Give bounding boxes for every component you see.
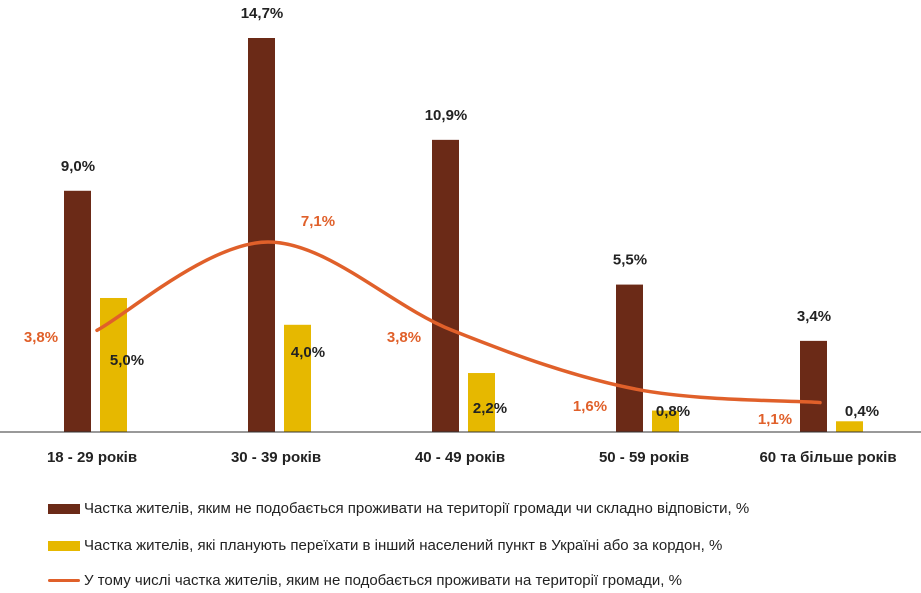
legend-label: У тому числі частка жителів, яким не под…: [84, 572, 682, 589]
data-label-move: 5,0%: [110, 352, 144, 369]
data-label-move: 2,2%: [473, 400, 507, 417]
data-label-line: 3,8%: [24, 329, 58, 346]
line-series-path: [95, 240, 822, 405]
data-label-move: 4,0%: [291, 344, 325, 361]
bar-dislike: [248, 38, 275, 432]
legend-swatch: [48, 540, 80, 551]
legend-label: Частка жителів, яким не подобається прож…: [84, 500, 750, 517]
data-label-dislike: 3,4%: [797, 308, 831, 325]
legend-item-bars-move: Частка жителів, які планують переїхати в…: [48, 537, 722, 554]
data-label-move: 0,8%: [656, 403, 690, 420]
data-label-move: 0,4%: [845, 403, 879, 420]
bar-move: [284, 324, 311, 432]
category-label: 50 - 59 років: [599, 449, 689, 466]
data-label-line: 7,1%: [301, 213, 335, 230]
data-label-line: 3,8%: [387, 329, 421, 346]
bar-dislike: [64, 190, 91, 432]
legend-item-line: У тому числі частка жителів, яким не под…: [48, 572, 682, 589]
category-label: 30 - 39 років: [231, 449, 321, 466]
data-label-dislike: 5,5%: [613, 252, 647, 269]
bar-move: [836, 421, 863, 432]
data-label-line: 1,6%: [573, 398, 607, 415]
data-label-dislike: 9,0%: [61, 158, 95, 175]
bar-move: [652, 410, 679, 432]
data-label-dislike: 10,9%: [425, 107, 468, 124]
legend-item-bars-dislike: Частка жителів, яким не подобається прож…: [48, 500, 749, 517]
category-label: 60 та більше років: [759, 449, 896, 466]
legend-swatch: [48, 579, 80, 582]
category-label: 40 - 49 років: [415, 449, 505, 466]
data-label-dislike: 14,7%: [241, 5, 284, 22]
legend-swatch: [48, 503, 80, 514]
category-label: 18 - 29 років: [47, 449, 137, 466]
bar-dislike: [432, 139, 459, 432]
bar-dislike: [800, 340, 827, 432]
data-label-line: 1,1%: [758, 411, 792, 428]
bar-move: [468, 373, 495, 432]
legend-label: Частка жителів, які планують переїхати в…: [84, 537, 723, 554]
bar-dislike: [616, 284, 643, 432]
chart: 9,0% 18 - 29 років 14,7% 30 - 39 років 10,9%…: [0, 5, 921, 466]
